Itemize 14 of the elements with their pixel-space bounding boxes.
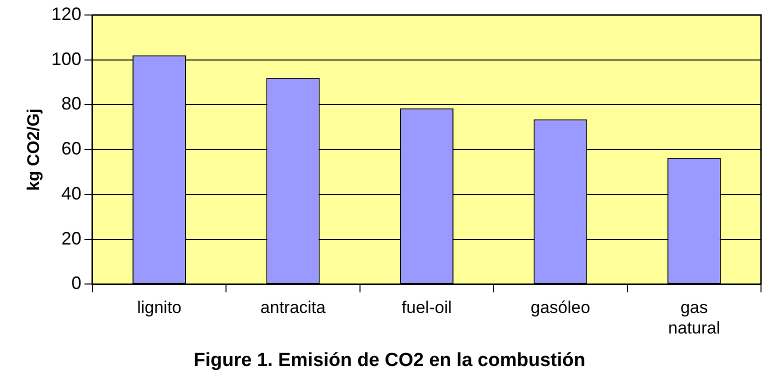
y-tick-label: 120 <box>51 4 82 24</box>
x-tick-label: gasóleo <box>530 298 590 318</box>
x-tick-label: lignito <box>137 298 182 318</box>
x-tick-label: antracita <box>260 298 326 318</box>
y-axis-title: kg CO2/Gj <box>24 108 43 191</box>
y-tick-label: 60 <box>61 138 82 159</box>
y-tick-label: 0 <box>71 273 82 294</box>
y-tick-label: 80 <box>61 94 82 114</box>
text: Figure 1. Emisión de CO2 en la combustión <box>192 350 586 372</box>
y-tick-label: 20 <box>61 228 82 248</box>
x-tick-label: gas natural <box>668 298 720 338</box>
y-tick-label: 40 <box>61 183 82 204</box>
y-tick-label: 100 <box>51 48 82 69</box>
x-tick-label: fuel-oil <box>402 298 452 318</box>
